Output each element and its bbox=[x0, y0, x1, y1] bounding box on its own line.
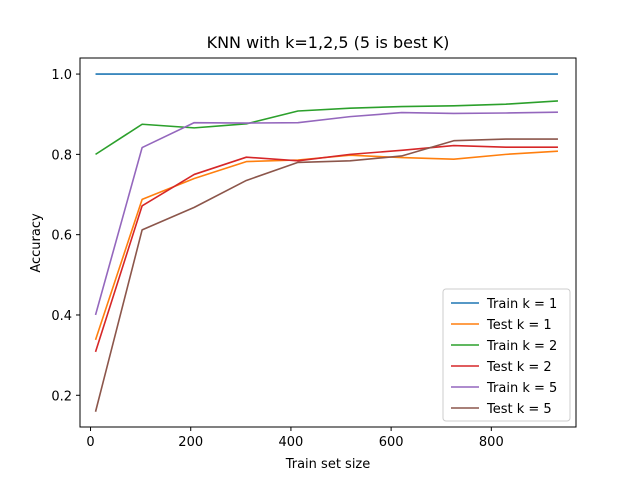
y-tick-label: 1.0 bbox=[51, 68, 72, 83]
y-axis-ticks: 0.2 0.4 0.6 0.8 1.0 bbox=[51, 68, 80, 404]
legend-box bbox=[442, 288, 571, 422]
plot-lines bbox=[94, 73, 559, 412]
legend-label-1: Test k = 1 bbox=[486, 318, 552, 333]
chart-title: KNN with k=1,2,5 (5 is best K) bbox=[207, 33, 450, 52]
series-line-4 bbox=[94, 111, 558, 316]
x-axis-ticks: 0 200 400 600 800 bbox=[86, 427, 504, 450]
plot-frame bbox=[79, 57, 577, 428]
x-tick-label: 200 bbox=[178, 435, 203, 450]
legend: Train k = 1 Test k = 1 Train k = 2 Test k =… bbox=[442, 288, 571, 422]
x-tick-label: 600 bbox=[379, 435, 404, 450]
x-axis-label: Train set size bbox=[285, 457, 371, 472]
legend-label-4: Train k = 5 bbox=[486, 381, 557, 396]
series-line-3 bbox=[94, 144, 558, 353]
legend-label-3: Test k = 2 bbox=[486, 360, 552, 375]
x-tick-label: 800 bbox=[479, 435, 504, 450]
legend-label-0: Train k = 1 bbox=[486, 297, 557, 312]
y-axis-label: Accuracy bbox=[29, 213, 44, 273]
legend-label-2: Train k = 2 bbox=[486, 339, 557, 354]
y-tick-label: 0.8 bbox=[51, 148, 72, 163]
series-line-5 bbox=[94, 138, 558, 412]
x-tick-label: 400 bbox=[279, 435, 304, 450]
x-tick-label: 0 bbox=[86, 435, 94, 450]
series-line-2 bbox=[95, 100, 559, 156]
legend-label-5: Test k = 5 bbox=[486, 402, 552, 417]
y-tick-label: 0.4 bbox=[51, 309, 72, 324]
y-tick-label: 0.2 bbox=[51, 389, 72, 404]
y-tick-label: 0.6 bbox=[51, 229, 72, 244]
